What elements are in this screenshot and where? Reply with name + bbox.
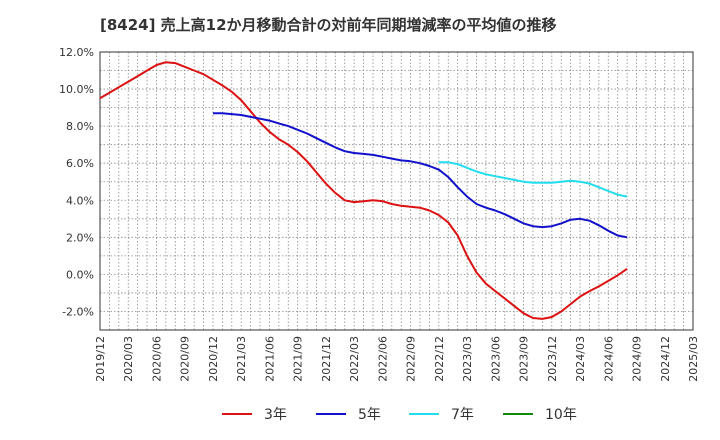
x-tick-label: 2023/12 xyxy=(546,336,559,382)
x-tick-label: 2021/03 xyxy=(235,336,248,382)
series-line-7年 xyxy=(438,161,628,198)
x-tick-label: 2021/09 xyxy=(292,336,305,382)
x-tick-label: 2019/12 xyxy=(94,336,107,382)
x-axis-tick-labels: 2019/12 2020/03 2020/06 2020/09 2020/12 2021/… xyxy=(94,336,700,382)
series-line-3年 xyxy=(99,61,628,320)
x-tick-label: 2022/06 xyxy=(376,336,389,382)
chart-title: [8424] 売上高12か月移動合計の対前年同期増減率の平均値の推移 xyxy=(100,16,557,34)
legend-label-7年: 7年 xyxy=(451,407,474,423)
x-tick-label: 2025/03 xyxy=(687,336,700,382)
x-tick-label: 2020/03 xyxy=(122,336,135,382)
y-tick-label: 4.0% xyxy=(66,194,94,207)
y-tick-label: 2.0% xyxy=(66,231,94,244)
x-tick-label: 2024/06 xyxy=(602,336,615,382)
y-tick-label: 10.0% xyxy=(59,83,94,96)
x-tick-label: 2021/12 xyxy=(320,336,333,382)
legend-label-3年: 3年 xyxy=(264,407,287,423)
series-line-5年 xyxy=(213,112,628,239)
x-tick-label: 2020/06 xyxy=(150,336,163,382)
x-tick-label: 2023/03 xyxy=(461,336,474,382)
legend-label-10年: 10年 xyxy=(545,407,577,423)
legend: 3年 5年 7年 10年 xyxy=(222,407,577,423)
grid-layer xyxy=(99,51,694,331)
x-tick-label: 2021/06 xyxy=(263,336,276,382)
x-tick-label: 2022/09 xyxy=(405,336,418,382)
y-axis-tick-labels: 12.0% 10.0% 8.0% 6.0% 4.0% 2.0% 0.0% -2.0% xyxy=(59,46,94,318)
legend-label-5年: 5年 xyxy=(358,407,381,423)
x-tick-label: 2024/09 xyxy=(631,336,644,382)
x-tick-label: 2023/09 xyxy=(518,336,531,382)
y-tick-label: 0.0% xyxy=(66,268,94,281)
y-tick-label: 6.0% xyxy=(66,157,94,170)
x-tick-label: 2024/03 xyxy=(574,336,587,382)
y-tick-label: -2.0% xyxy=(62,305,94,318)
x-tick-label: 2023/06 xyxy=(489,336,502,382)
x-tick-label: 2022/12 xyxy=(433,336,446,382)
x-tick-label: 2020/12 xyxy=(207,336,220,382)
x-tick-label: 2022/03 xyxy=(348,336,361,382)
y-tick-label: 8.0% xyxy=(66,120,94,133)
x-tick-label: 2020/09 xyxy=(179,336,192,382)
x-tick-label: 2024/12 xyxy=(659,336,672,382)
plot-frame xyxy=(99,51,694,331)
y-tick-label: 12.0% xyxy=(59,46,94,59)
series-layer xyxy=(99,61,628,320)
